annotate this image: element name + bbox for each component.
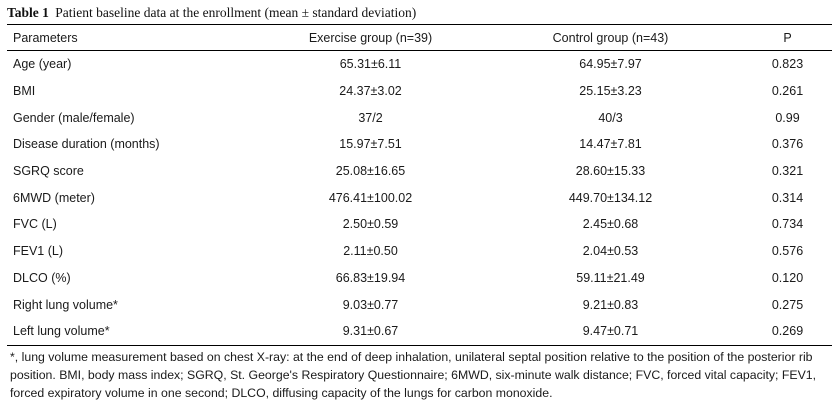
cell-parameter: Right lung volume* xyxy=(13,297,118,312)
table-row: DLCO (%) 66.83±19.94 59.11±21.49 0.120 xyxy=(7,265,832,292)
table-caption: Table 1 Patient baseline data at the enr… xyxy=(7,4,832,24)
cell-control-group: 9.47±0.71 xyxy=(582,324,639,339)
table-row: Disease duration (months) 15.97±7.51 14.47… xyxy=(7,131,832,158)
cell-p-value: 0.576 xyxy=(771,244,804,259)
table-row: Gender (male/female) 37/2 40/3 0.99 xyxy=(7,104,832,131)
cell-control-group: 9.21±0.83 xyxy=(582,297,639,312)
table-row: FEV1 (L) 2.11±0.50 2.04±0.53 0.576 xyxy=(7,238,832,265)
header-p-value: P xyxy=(783,30,792,45)
cell-control-group: 64.95±7.97 xyxy=(579,57,642,72)
cell-p-value: 0.261 xyxy=(771,84,804,99)
cell-p-value: 0.99 xyxy=(775,110,800,125)
cell-parameter: Age (year) xyxy=(13,57,72,72)
table-row: Left lung volume* 9.31±0.67 9.47±0.71 0.269 xyxy=(7,318,832,346)
table-body: Age (year) 65.31±6.11 64.95±7.97 0.823 BMI 24… xyxy=(7,51,832,346)
cell-parameter: BMI xyxy=(13,84,36,99)
cell-exercise-group: 2.50±0.59 xyxy=(342,217,399,232)
cell-exercise-group: 476.41±100.02 xyxy=(328,190,413,205)
cell-exercise-group: 66.83±19.94 xyxy=(335,270,406,285)
table-row: 6MWD (meter) 476.41±100.02 449.70±134.12 0.… xyxy=(7,184,832,211)
cell-p-value: 0.314 xyxy=(771,190,804,205)
table-figure: Table 1 Patient baseline data at the enr… xyxy=(7,4,832,402)
cell-control-group: 2.45±0.68 xyxy=(582,217,639,232)
cell-exercise-group: 9.31±0.67 xyxy=(342,324,399,339)
cell-control-group: 40/3 xyxy=(598,110,623,125)
table-row: BMI 24.37±3.02 25.15±3.23 0.261 xyxy=(7,78,832,105)
cell-exercise-group: 2.11±0.50 xyxy=(343,244,398,259)
cell-exercise-group: 9.03±0.77 xyxy=(342,297,399,312)
cell-control-group: 2.04±0.53 xyxy=(582,244,639,259)
cell-parameter: Gender (male/female) xyxy=(13,110,135,125)
cell-parameter: FVC (L) xyxy=(13,217,57,232)
table-caption-label: Table 1 xyxy=(7,5,49,20)
cell-p-value: 0.269 xyxy=(771,324,804,339)
cell-exercise-group: 24.37±3.02 xyxy=(339,84,402,99)
cell-p-value: 0.376 xyxy=(771,137,804,152)
cell-parameter: DLCO (%) xyxy=(13,270,71,285)
table-row: SGRQ score 25.08±16.65 28.60±15.33 0.321 xyxy=(7,158,832,185)
cell-exercise-group: 37/2 xyxy=(358,110,383,125)
header-exercise-group: Exercise group (n=39) xyxy=(308,30,433,45)
cell-parameter: Left lung volume* xyxy=(13,324,110,339)
cell-exercise-group: 15.97±7.51 xyxy=(339,137,402,152)
cell-control-group: 449.70±134.12 xyxy=(568,190,653,205)
cell-parameter: FEV1 (L) xyxy=(13,244,64,259)
cell-control-group: 25.15±3.23 xyxy=(579,84,642,99)
table-header: Parameters Exercise group (n=39) Control… xyxy=(7,24,832,51)
header-control-group: Control group (n=43) xyxy=(552,30,669,45)
cell-parameter: 6MWD (meter) xyxy=(13,190,95,205)
baseline-data-table: Parameters Exercise group (n=39) Control… xyxy=(7,24,832,346)
cell-control-group: 28.60±15.33 xyxy=(575,164,646,179)
cell-parameter: Disease duration (months) xyxy=(13,137,160,152)
cell-p-value: 0.734 xyxy=(771,217,804,232)
cell-p-value: 0.321 xyxy=(771,164,804,179)
table-row: FVC (L) 2.50±0.59 2.45±0.68 0.734 xyxy=(7,211,832,238)
cell-control-group: 59.11±21.49 xyxy=(576,270,645,285)
header-row: Parameters Exercise group (n=39) Control… xyxy=(7,24,832,51)
header-parameters: Parameters xyxy=(13,30,78,45)
cell-p-value: 0.120 xyxy=(771,270,804,285)
table-caption-title: Patient baseline data at the enrollment … xyxy=(55,5,417,20)
table-row: Right lung volume* 9.03±0.77 9.21±0.83 0.27… xyxy=(7,291,832,318)
cell-exercise-group: 25.08±16.65 xyxy=(335,164,406,179)
cell-p-value: 0.823 xyxy=(771,57,804,72)
table-row: Age (year) 65.31±6.11 64.95±7.97 0.823 xyxy=(7,51,832,78)
table-footnote: *, lung volume measurement based on ches… xyxy=(10,349,817,400)
cell-exercise-group: 65.31±6.11 xyxy=(339,57,402,72)
cell-parameter: SGRQ score xyxy=(13,164,84,179)
cell-control-group: 14.47±7.81 xyxy=(579,137,642,152)
cell-p-value: 0.275 xyxy=(771,297,804,312)
